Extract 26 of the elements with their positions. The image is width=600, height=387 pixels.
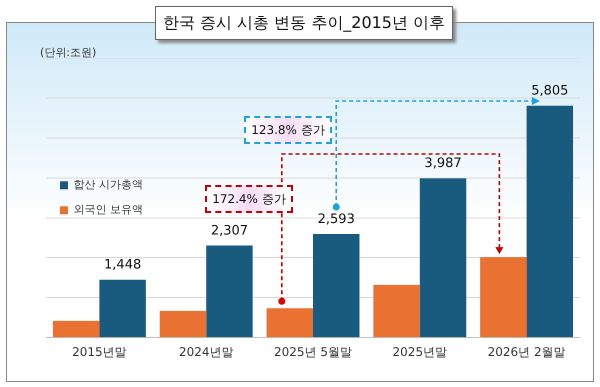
x-tick-label: 2015년말 <box>72 344 127 359</box>
bar <box>480 257 527 338</box>
data-label: 3,987 <box>424 156 462 172</box>
bar <box>373 284 420 338</box>
x-tick-label: 2025년말 <box>392 344 448 359</box>
bar <box>526 106 574 338</box>
x-tick-label: 2024년말 <box>178 344 234 359</box>
bar <box>52 320 100 338</box>
annotation: 123.8% 증가 <box>244 116 332 144</box>
bar <box>160 310 206 338</box>
bar <box>313 234 360 338</box>
data-label: 2,593 <box>318 212 355 227</box>
annotation: 172.4% 증가 <box>205 185 293 213</box>
bar <box>206 245 253 338</box>
data-label: 1,448 <box>104 258 142 273</box>
x-tick-label: 2025년 5월말 <box>274 344 352 359</box>
legend-label: 외국인 보유액 <box>74 203 143 216</box>
legend-label: 합산 시가총액 <box>74 178 143 192</box>
bar <box>420 178 466 338</box>
bar <box>99 280 146 338</box>
data-label: 5,805 <box>531 84 568 99</box>
bar <box>266 308 313 338</box>
y-axis-title: (단위:조원) <box>40 45 96 60</box>
x-tick-label: 2026년 2월말 <box>488 344 566 359</box>
data-label: 2,307 <box>210 223 248 238</box>
chart-title: 한국 증시 시총 변동 추이_2015년 이후 <box>155 6 453 40</box>
